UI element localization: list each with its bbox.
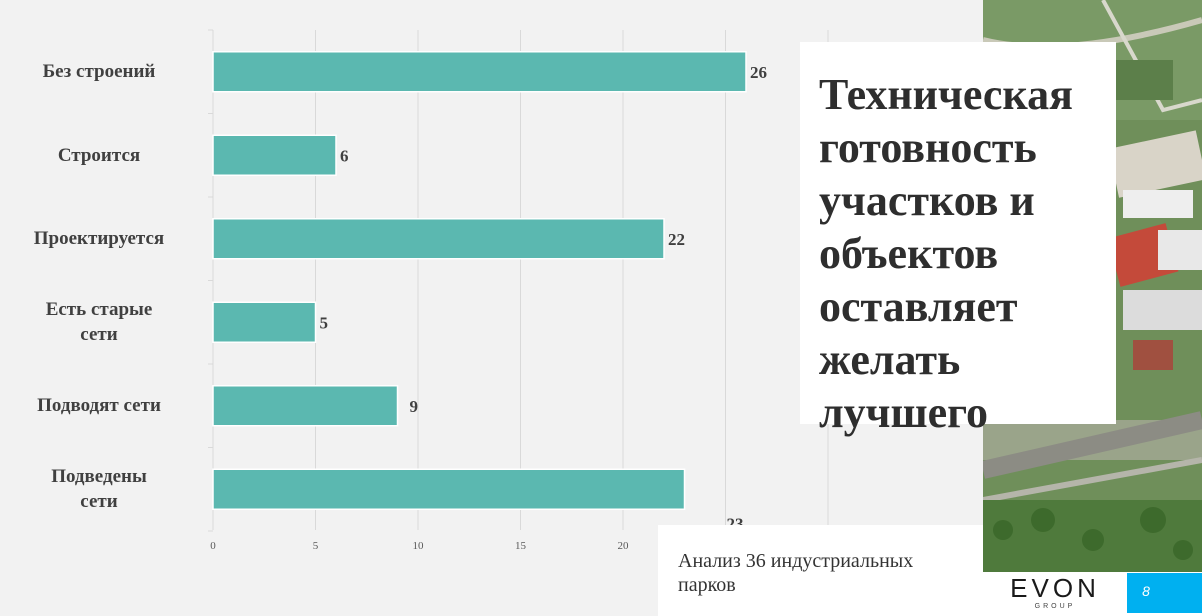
- category-label: Подведены сети: [4, 464, 194, 514]
- category-label-line: сети: [80, 491, 118, 513]
- category-label-line: Подведены: [51, 466, 147, 488]
- page-number: 8: [1142, 583, 1150, 599]
- category-label-line: Строится: [57, 144, 141, 166]
- title-panel: Техническая готовность участков и объектов о…: [800, 42, 1116, 437]
- bar: [212, 468, 686, 510]
- note-text: Анализ 36 индустриальных парков: [678, 550, 914, 596]
- evon-logo: EVON GROUP: [1003, 574, 1107, 612]
- category-label-line: Без строений: [42, 61, 156, 83]
- category-label: Строится: [4, 143, 194, 168]
- title-line: лучшего: [819, 388, 989, 437]
- category-label-line: Проектируется: [33, 228, 165, 250]
- data-label: 5: [320, 313, 329, 332]
- bar: [212, 134, 337, 176]
- title-line: готовность: [819, 123, 1037, 172]
- x-tick-label: 20: [618, 540, 630, 552]
- title-line: оставляет: [819, 282, 1018, 331]
- bar: [212, 51, 747, 93]
- x-tick-label: 10: [413, 540, 425, 552]
- note-panel: Анализ 36 индустриальных парков: [658, 525, 983, 616]
- category-label-line: Есть старые: [45, 299, 153, 321]
- category-label: Есть старые сети: [4, 297, 194, 347]
- category-label-line: сети: [80, 324, 118, 346]
- x-tick-label: 5: [313, 540, 319, 552]
- category-label: Проектируется: [4, 226, 194, 251]
- page-number-badge: 8: [1127, 573, 1202, 613]
- category-label: Без строений: [4, 59, 194, 84]
- title-line: желать: [819, 335, 961, 384]
- x-tick-label: 15: [515, 540, 527, 552]
- logo-word: EVON: [1010, 573, 1100, 603]
- x-tick-label: 0: [210, 540, 216, 552]
- slide-title: Техническая готовность участков и объектов о…: [819, 68, 1109, 439]
- title-line: объектов: [819, 229, 999, 278]
- logo-subtitle: GROUP: [1034, 603, 1076, 610]
- category-label: Подводят сети: [4, 393, 194, 418]
- data-label: 26: [750, 63, 767, 82]
- data-label: 6: [340, 146, 349, 165]
- bar: [212, 218, 665, 260]
- category-label-line: Подводят сети: [37, 395, 161, 417]
- bar: [212, 301, 317, 343]
- title-line: Техническая: [819, 70, 1073, 119]
- bar: [212, 385, 399, 427]
- data-label: 9: [410, 397, 419, 416]
- data-label: 22: [668, 230, 685, 249]
- title-line: участков и: [819, 176, 1035, 225]
